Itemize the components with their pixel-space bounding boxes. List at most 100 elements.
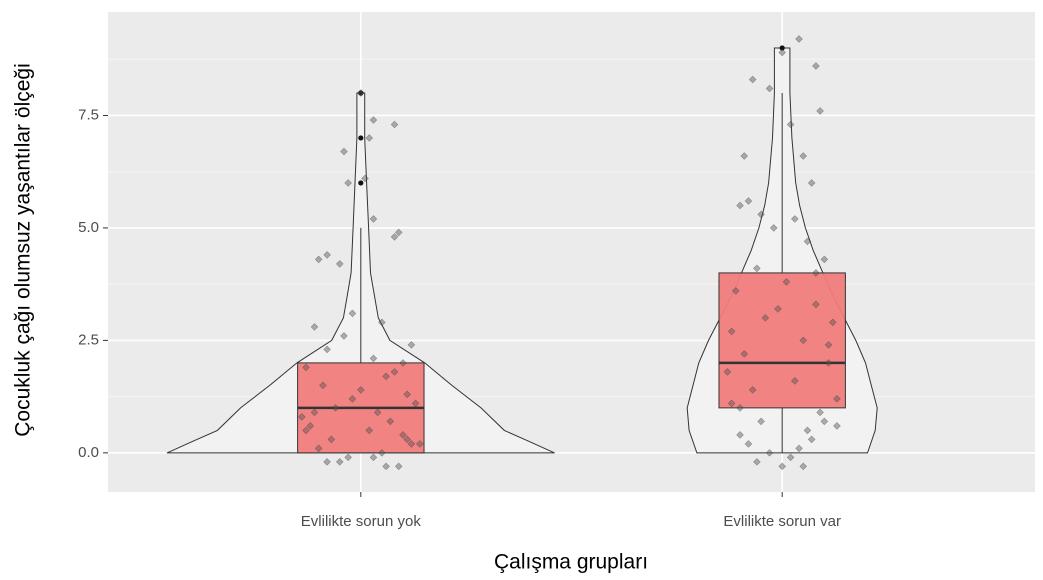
jitter-point [403,390,411,399]
jitter-point [415,440,424,448]
y-tick-label: 0.0 [78,444,99,461]
jitter-point [373,408,382,417]
jitter-point [757,417,765,426]
jitter-point [356,386,365,394]
jitter-point [335,260,344,268]
jitter-point [302,363,310,372]
jitter-point [816,408,824,417]
jitter-point [795,444,803,453]
jitter-point [314,255,323,264]
jitter-point [765,84,774,93]
jitter-point [753,264,761,273]
jitter-point [327,435,336,444]
box [718,272,846,409]
jitter-point [407,341,416,349]
jitter-point [786,120,795,129]
jitter-point [394,462,403,471]
jitter-point [314,444,323,453]
jitter-point [340,332,348,340]
outlier [779,45,785,51]
jitter-point [323,251,331,259]
jitter-point [812,300,820,309]
jitter-point [820,255,829,264]
jitter-point [319,381,327,390]
y-tick-label: 2.5 [78,331,99,348]
jitter-point [369,354,378,363]
jitter-point [790,377,799,385]
jitter-point [807,435,816,444]
jitter-point [378,318,386,327]
jitter-point [340,147,348,156]
jitter-point [727,327,736,336]
jitter-point [744,440,753,448]
jitter-point [369,215,378,223]
jitter-point [748,75,757,84]
jitter-point [298,413,306,421]
jitter-point [828,318,837,327]
jitter-point [310,323,319,331]
jitter-point [736,431,744,439]
x-tick-label: Evlilikte sorun yok [301,513,422,530]
jitter-point [786,453,795,462]
jitter-point [799,336,808,345]
jitter-point [407,440,416,448]
jitter-point [736,404,744,412]
jitter-point [736,201,744,210]
jitter-point [394,228,403,237]
jitter-point [803,237,812,246]
jitter-point [331,404,340,412]
jitter-point [403,435,411,444]
jitter-point [795,35,803,43]
jitter-point [778,48,787,57]
jitter-point [833,422,841,430]
jitter-point [740,152,749,160]
outlier [358,135,364,141]
jitter-point [399,359,407,367]
jitter-point [820,417,829,426]
jitter-point [399,431,407,439]
jitter-point [753,458,761,466]
jitter-point [778,462,787,471]
jitter-point [803,426,812,435]
x-tick-label: Evlilikte sorun var [723,513,841,530]
jitter-point [348,395,357,403]
jitter-point [757,210,765,219]
jitter-point [769,224,778,232]
jitter-point [727,399,736,408]
jitter-point [390,120,399,129]
jitter-point [344,179,353,187]
jitter-point [790,215,799,223]
jitter-point [302,426,310,435]
jitter-point [761,314,770,322]
jitter-point [748,386,757,394]
jitter-point [732,287,740,295]
jitter-point [390,233,399,241]
jitter-point [816,107,824,115]
jitter-point [390,368,399,376]
jitter-point [812,62,820,70]
jitter-point [782,278,791,286]
jitter-point [411,399,420,408]
jitter-point [723,368,732,376]
x-axis-title: Çalışma grupları [494,551,648,574]
y-tick-label: 7.5 [78,106,99,123]
jitter-point [361,174,369,183]
jitter-point [382,372,390,381]
jitter-point [356,89,365,97]
jitter-point [765,449,774,457]
jitter-point [378,449,386,457]
jitter-point [799,462,808,471]
jitter-point [824,341,833,349]
outlier [358,90,364,96]
jitter-point [799,152,808,160]
jitter-point [365,426,374,435]
jitter-point [807,179,816,187]
jitter-point [310,408,319,417]
jitter-point [774,305,782,313]
y-tick-label: 5.0 [78,219,99,236]
outlier [358,180,364,186]
jitter-point [740,350,749,358]
jitter-point [833,395,841,403]
jitter-point [744,197,753,205]
